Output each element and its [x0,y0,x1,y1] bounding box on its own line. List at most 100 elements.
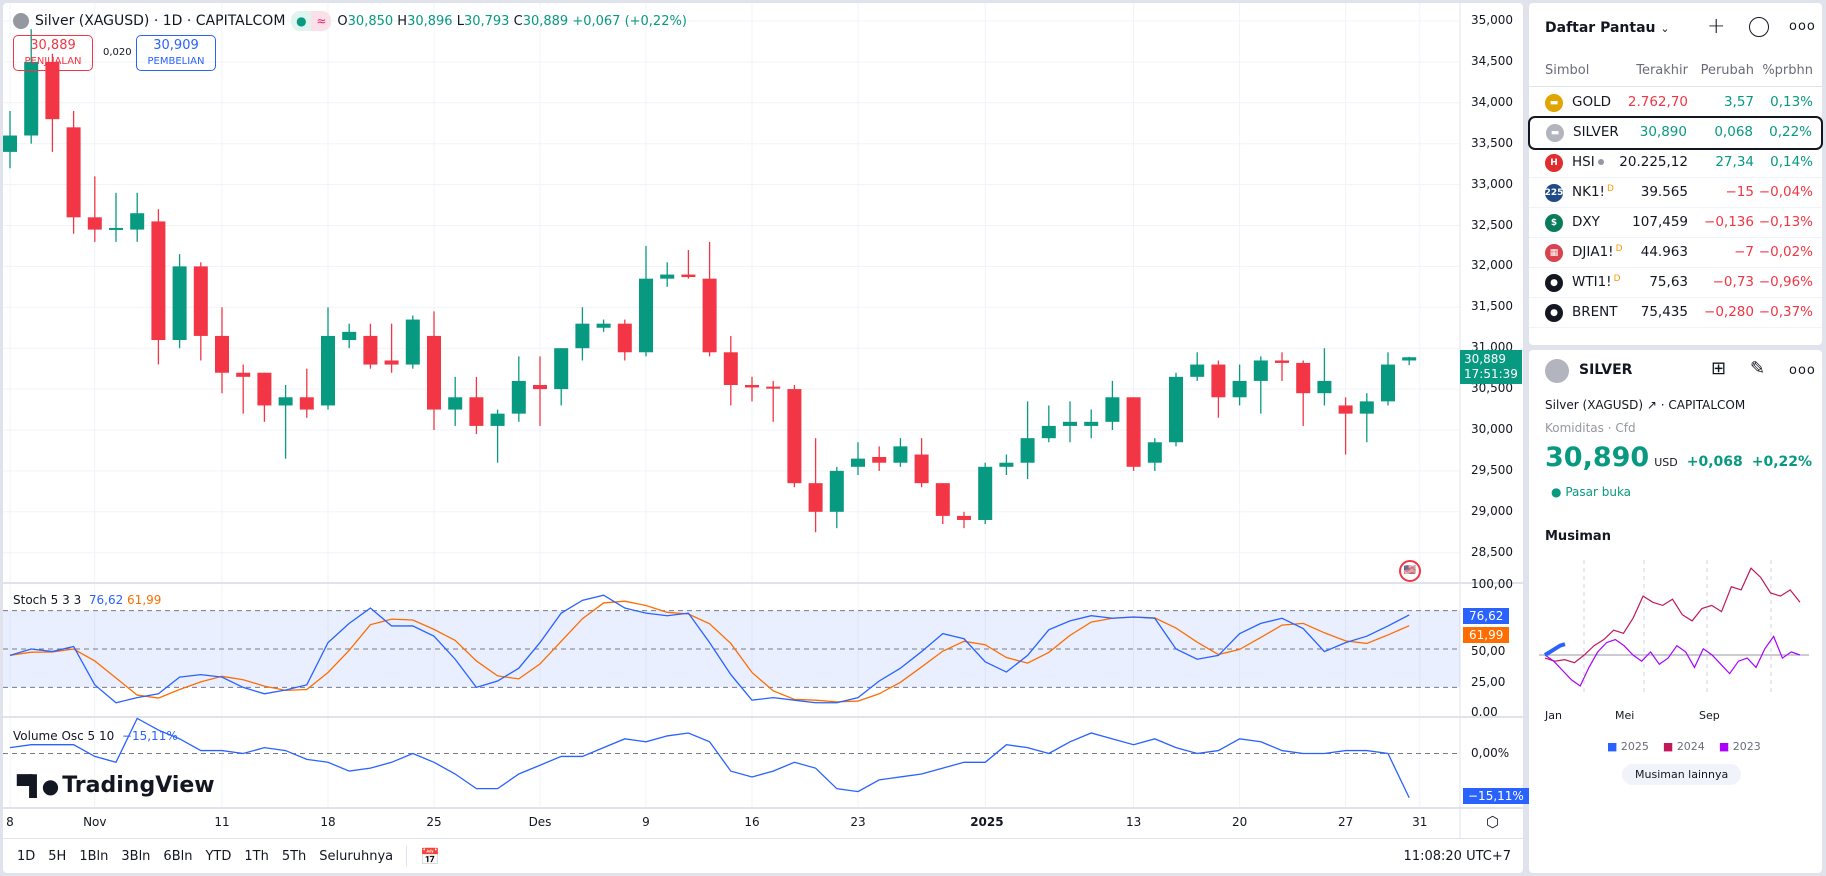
candle-up [24,61,39,136]
gold-bar-icon: ▬ [1545,94,1563,112]
bottom-toolbar: 1D 5H 1Bln 3Bln 6Bln YTD 1Th 5Th Seluruh… [3,838,1523,873]
delay-icon: ≈ [311,11,332,31]
range-1m[interactable]: 1Bln [79,848,109,864]
watchlist-row-nk1[interactable]: 225 NK1! D 39.565 −15 −0,04% [1529,178,1822,208]
row-change: −7 [1734,244,1754,260]
row-symbol: NK1! [1572,184,1605,200]
market-status-pill[interactable]: ● ≈ [291,11,332,31]
watchlist-row-brent[interactable]: ● BRENT 75,435 −0,280 −0,37% [1529,298,1822,328]
symbol-details-panel: SILVER ⊞ ✎ ooo Silver (XAGUSD) ↗ · CAPIT… [1529,350,1822,873]
row-change: 3,57 [1723,94,1754,110]
candle-up [829,470,844,512]
volosc-legend[interactable]: Volume Osc 5 10 −15,11% [13,729,178,743]
candle-up [1063,421,1077,426]
candle-up [554,348,569,390]
row-change: −0,136 [1704,214,1754,230]
row-change-pct: −0,04% [1758,184,1813,200]
stoch-d-label: 61,99 [1463,627,1510,643]
candle-up [342,331,357,341]
seasonal-chart[interactable] [1539,555,1814,705]
settings-icon[interactable]: ⬡ [1486,813,1500,831]
stoch-k-label: 76,62 [1463,608,1510,624]
delayed-badge: D [1613,274,1621,284]
candle-up [1105,397,1120,422]
nikkei-icon: 225 [1545,184,1563,202]
watchlist-title[interactable]: Daftar Pantau ⌄ [1545,20,1670,36]
range-1d[interactable]: 1D [17,848,36,864]
range-3m[interactable]: 3Bln [121,848,151,864]
range-5y[interactable]: 5Th [281,848,307,864]
stoch-d-line [9,600,1410,703]
time-label: 31 [1412,815,1428,829]
candle-down [1126,397,1141,467]
stoch-legend[interactable]: Stoch 5 3 3 76,62 61,99 [13,593,162,607]
candle-up [448,397,463,410]
watchlist-row-djia1[interactable]: ▦ DJIA1! D 44.963 −7 −0,02% [1529,238,1822,268]
row-change-pct: −0,96% [1758,274,1813,290]
spread-value: 0,020 [103,47,132,58]
price-tick: 29,500 [1471,462,1513,477]
candle-up [1402,357,1417,361]
row-change: −0,73 [1712,274,1754,290]
details-symbol: SILVER [1579,362,1633,378]
price-tick: 30,000 [1471,422,1513,436]
time-label: Nov [83,815,107,829]
layout-grid-icon[interactable]: ⊞ [1711,358,1727,379]
watchlist-header: Simbol Terakhir Perubah %prbhn [1529,57,1822,87]
tradingview-logo[interactable]: ▀▌● TradingView [17,773,215,798]
candle-down [236,372,251,377]
row-last: 2.762,70 [1627,94,1688,110]
go-to-date-calendar-icon[interactable]: 📅 [420,846,441,866]
candle-up [511,380,526,414]
watchlist-row-gold[interactable]: ▬ GOLD 2.762,70 3,57 0,13% [1529,88,1822,118]
range-1y[interactable]: 1Th [244,848,269,864]
candle-up [639,278,653,353]
row-change-pct: −0,37% [1758,304,1813,320]
legend-2024: ■ 2024 [1662,740,1705,753]
time-label: 27 [1337,815,1354,829]
price-tick: 31,500 [1471,299,1513,314]
candle-down [957,515,971,520]
buy-button[interactable]: 30,909 PEMBELIAN [136,35,216,71]
candle-up [1084,421,1099,426]
more-seasonals-button[interactable]: Musiman lainnya [1622,764,1742,785]
price-tick: 34,500 [1471,53,1513,68]
sell-button[interactable]: 30,889 PENJUALAN [13,35,93,71]
more-options-icon[interactable]: ooo [1789,19,1816,34]
price-tick: 35,000 [1471,13,1513,27]
month-label: Jan [1545,709,1562,722]
range-5d[interactable]: 5H [48,848,67,864]
candle-down [45,61,60,120]
candle-down [1275,360,1289,363]
add-symbol-plus-icon[interactable]: + [1707,14,1726,39]
clock-timezone[interactable]: 11:08:20 UTC+7 [1403,848,1511,864]
watchlist-row-silver[interactable]: ▬ SILVER 30,890 0,068 0,22% [1528,116,1823,150]
candle-down [427,335,441,410]
candle-up [1020,438,1035,463]
chart-canvas[interactable] [3,3,1523,873]
range-6m[interactable]: 6Bln [163,848,193,864]
range-ytd[interactable]: YTD [205,848,232,864]
watchlist-row-hsi[interactable]: H HSI 20.225,12 27,34 0,14% [1529,148,1822,178]
row-change-pct: −0,13% [1758,214,1813,230]
chart-panel[interactable]: Silver (XAGUSD) · 1D · CAPITALCOM ● ≈ O30… [3,3,1529,873]
more-options-icon[interactable]: ooo [1789,363,1816,378]
seasonal-line-2025 [1543,642,1566,657]
external-link-icon[interactable]: ↗ [1646,398,1657,412]
volosc-zero-tick: 0,00% [1471,746,1510,760]
candle-down [151,221,166,341]
time-label: 2025 [970,815,1004,829]
silver-bar-icon: ▬ [1546,124,1564,142]
watchlist-row-wti1[interactable]: ● WTI1! D 75,63 −0,73 −0,96% [1529,268,1822,298]
candle-up [321,335,335,406]
advanced-view-pie-icon[interactable] [1749,17,1769,37]
range-all[interactable]: Seluruhnya [319,848,394,864]
us-event-flag-icon[interactable]: 🇺🇸 [1399,560,1421,582]
candle-up [1041,425,1056,439]
edit-note-icon[interactable]: ✎ [1750,358,1766,379]
seasonal-title: Musiman [1545,529,1611,544]
symbol-title[interactable]: Silver (XAGUSD) · 1D · CAPITALCOM [35,13,286,29]
watchlist-row-dxy[interactable]: $ DXY 107,459 −0,136 −0,13% [1529,208,1822,238]
price-tick: 32,500 [1471,217,1513,232]
last-price-label: 30,889 17:51:39 [1460,350,1522,384]
